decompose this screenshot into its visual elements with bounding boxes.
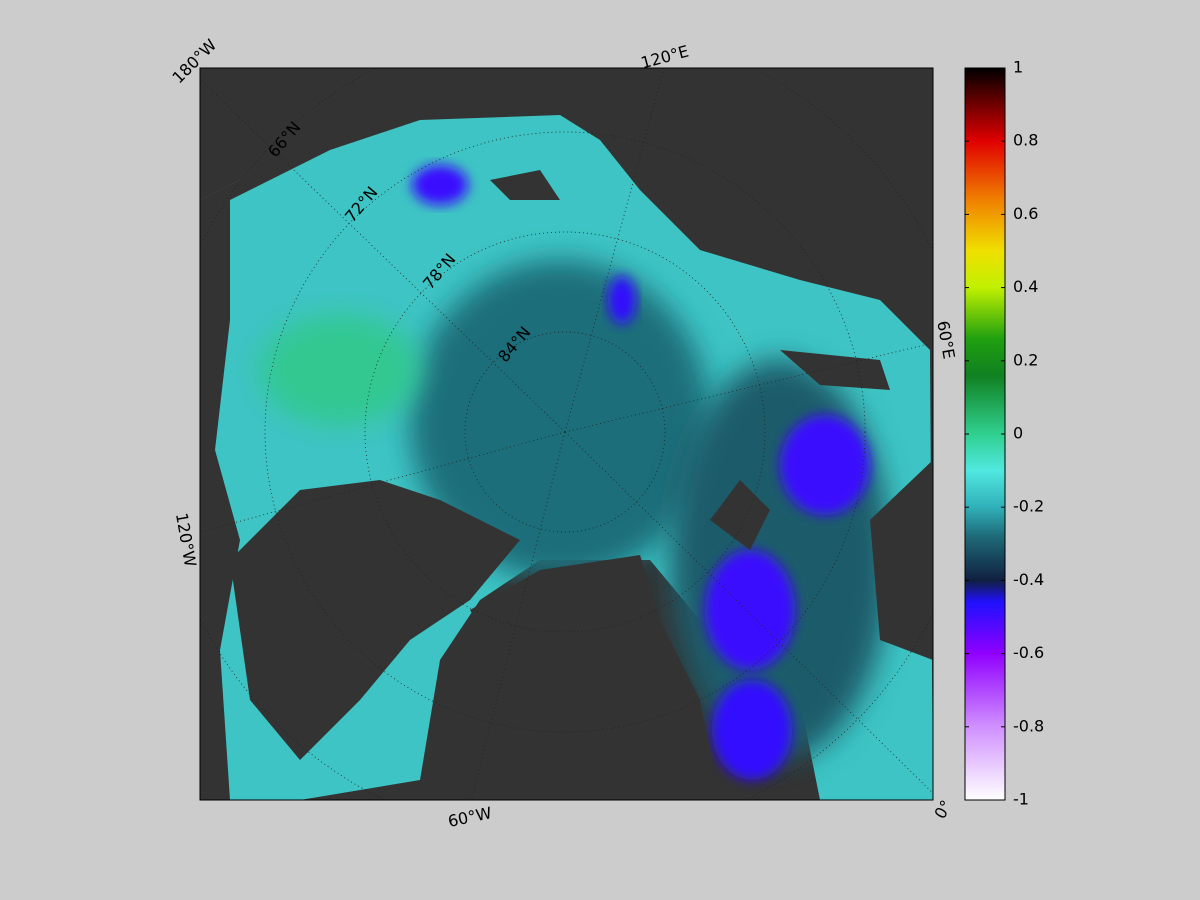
- colorbar-tick-label: -0.4: [1013, 570, 1044, 589]
- colorbar-tick-label: 0.8: [1013, 131, 1038, 150]
- blue-anomaly: [780, 415, 870, 515]
- colorbar-tick-label: -1: [1013, 790, 1029, 809]
- colorbar-tick-label: 0.4: [1013, 277, 1038, 296]
- longitude-label: 120°W: [172, 511, 200, 568]
- eurasia: [560, 68, 933, 330]
- map-frame: [199, 67, 934, 801]
- colorbar-tick-label: 0.6: [1013, 204, 1038, 223]
- island: [490, 170, 560, 200]
- blue-anomaly: [712, 680, 792, 780]
- svalbard: [710, 480, 770, 550]
- siberia: [200, 68, 420, 200]
- archipelago: [230, 480, 520, 760]
- colorbar-tick-label: -0.6: [1013, 643, 1044, 662]
- parallel: [464, 331, 666, 533]
- colorbar: [964, 67, 1006, 801]
- graticule: [200, 68, 933, 800]
- beaufort-anomaly: [260, 315, 420, 425]
- colorbar-tick-label: 0.2: [1013, 350, 1038, 369]
- blue-anomaly: [412, 165, 468, 205]
- colorbar-tick-label: 1: [1013, 58, 1023, 77]
- colorbar-tick-label: -0.8: [1013, 716, 1044, 735]
- colorbar-tick-label: -0.2: [1013, 497, 1044, 516]
- parallel: [364, 231, 766, 633]
- longitude-label: 60°E: [933, 319, 958, 360]
- longitude-label: 0°: [930, 797, 956, 822]
- greenland: [470, 555, 720, 800]
- colorbar-tick-label: 0: [1013, 424, 1023, 443]
- scandinavia: [870, 460, 933, 660]
- novaya-zemlya: [780, 350, 890, 390]
- central-basin: [410, 260, 710, 580]
- blue-anomaly: [705, 550, 795, 670]
- map-field: [200, 68, 933, 800]
- meridian: [200, 431, 566, 533]
- longitude-label: 60°W: [446, 803, 493, 831]
- parallel: [264, 131, 866, 733]
- meridian: [470, 431, 566, 800]
- meridian: [564, 431, 933, 794]
- meridian: [564, 68, 665, 433]
- blue-anomaly: [608, 276, 636, 324]
